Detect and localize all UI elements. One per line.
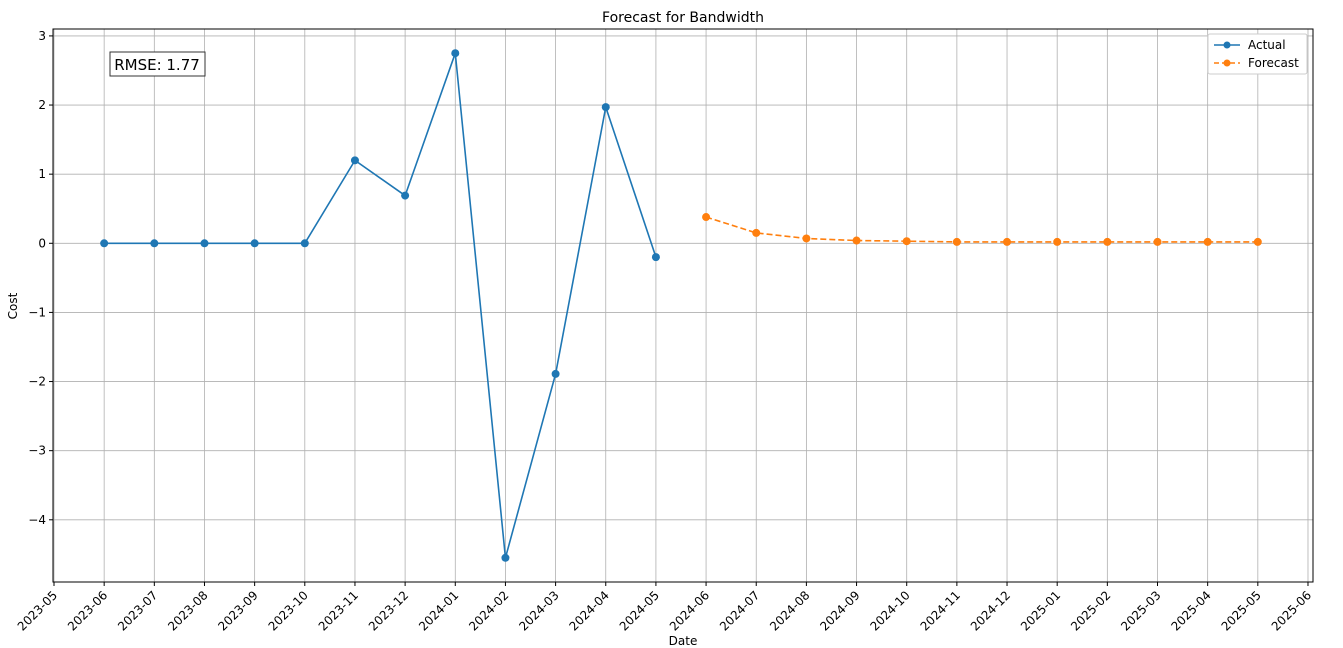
- data-point-forecast: [902, 237, 911, 246]
- y-axis: 3 2 1 0 −1 −2 −3 −4: [28, 29, 53, 527]
- legend-box: [1207, 33, 1308, 75]
- x-tick-label: 2024-11: [918, 588, 963, 633]
- y-tick-label: 2: [38, 98, 46, 112]
- x-tick-label: 2025-03: [1118, 588, 1163, 633]
- data-point-actual: [501, 553, 510, 562]
- x-tick-label: 2023-07: [115, 588, 160, 633]
- y-tick-label: −4: [28, 513, 46, 527]
- x-tick-label: 2025-04: [1168, 588, 1213, 633]
- y-tick-label: 3: [38, 29, 46, 43]
- x-tick-label: 2024-06: [667, 588, 712, 633]
- series-line-forecast: [705, 216, 1258, 243]
- y-tick-label: 1: [38, 167, 46, 181]
- data-point-forecast: [852, 236, 861, 245]
- x-tick-label: 2025-01: [1018, 588, 1063, 633]
- y-tick-label: −2: [28, 375, 46, 389]
- x-tick-label: 2023-11: [316, 588, 361, 633]
- data-point-actual: [150, 239, 159, 248]
- series-actual: [100, 49, 660, 562]
- plot-area: [52, 28, 1314, 583]
- x-tick-label: 2024-04: [567, 588, 612, 633]
- x-tick-label: 2023-09: [215, 588, 260, 633]
- data-point-forecast: [802, 234, 811, 243]
- legend-forecast-marker: [1223, 59, 1231, 67]
- x-tick-label: 2024-10: [867, 588, 912, 633]
- x-tick-label: 2023-05: [15, 588, 60, 633]
- rmse-annotation: RMSE: 1.77: [109, 51, 206, 77]
- x-axis: 2023-05 2023-06 2023-07 2023-08 2023-09 2023-…: [15, 582, 1314, 634]
- rmse-box: [109, 51, 206, 77]
- data-point-actual: [200, 239, 209, 248]
- x-tick-label: 2024-02: [466, 588, 511, 633]
- x-axis-label: Date: [669, 634, 698, 648]
- data-point-actual: [250, 239, 259, 248]
- x-tick-label: 2024-12: [968, 588, 1013, 633]
- grid-lines: [53, 29, 1313, 582]
- x-tick-label: 2024-09: [817, 588, 862, 633]
- data-point-actual: [601, 103, 610, 112]
- rmse-text: RMSE: 1.77: [114, 56, 200, 74]
- x-tick-label: 2023-12: [366, 588, 411, 633]
- y-axis-label: Cost: [6, 292, 20, 319]
- legend: Actual Forecast: [1207, 33, 1308, 75]
- series-forecast: [702, 213, 1262, 246]
- data-point-forecast: [1253, 237, 1262, 246]
- x-tick-label: 2024-08: [767, 588, 812, 633]
- legend-actual-marker: [1223, 41, 1231, 49]
- chart-title: Forecast for Bandwidth: [602, 10, 764, 26]
- x-tick-label: 2024-01: [416, 588, 461, 633]
- x-tick-label: 2024-05: [617, 588, 662, 633]
- x-tick-label: 2024-07: [717, 588, 762, 633]
- data-point-forecast: [1203, 237, 1212, 246]
- x-tick-label: 2025-05: [1219, 588, 1264, 633]
- data-point-forecast: [1153, 237, 1162, 246]
- x-tick-label: 2025-06: [1269, 588, 1314, 633]
- legend-actual-label: Actual: [1248, 38, 1286, 52]
- y-tick-label: 0: [38, 236, 46, 250]
- data-point-forecast: [1103, 237, 1112, 246]
- data-point-forecast: [1003, 237, 1012, 246]
- x-tick-label: 2023-10: [266, 588, 311, 633]
- data-point-actual: [551, 369, 560, 378]
- data-point-actual: [100, 239, 109, 248]
- y-tick-label: −1: [28, 305, 46, 319]
- data-point-actual: [651, 253, 660, 262]
- data-point-forecast: [702, 213, 711, 222]
- y-tick-label: −3: [28, 444, 46, 458]
- data-point-actual: [350, 156, 359, 165]
- x-tick-label: 2023-06: [65, 588, 110, 633]
- series-layer: [100, 49, 1262, 562]
- legend-forecast-label: Forecast: [1248, 56, 1299, 70]
- x-tick-label: 2025-02: [1068, 588, 1113, 633]
- data-point-forecast: [952, 237, 961, 246]
- x-tick-label: 2023-08: [165, 588, 210, 633]
- data-point-actual: [300, 239, 309, 248]
- data-point-forecast: [752, 228, 761, 237]
- data-point-actual: [451, 49, 460, 58]
- series-line-actual: [104, 52, 657, 559]
- x-tick-label: 2024-03: [516, 588, 561, 633]
- data-point-actual: [401, 191, 410, 200]
- data-point-forecast: [1053, 237, 1062, 246]
